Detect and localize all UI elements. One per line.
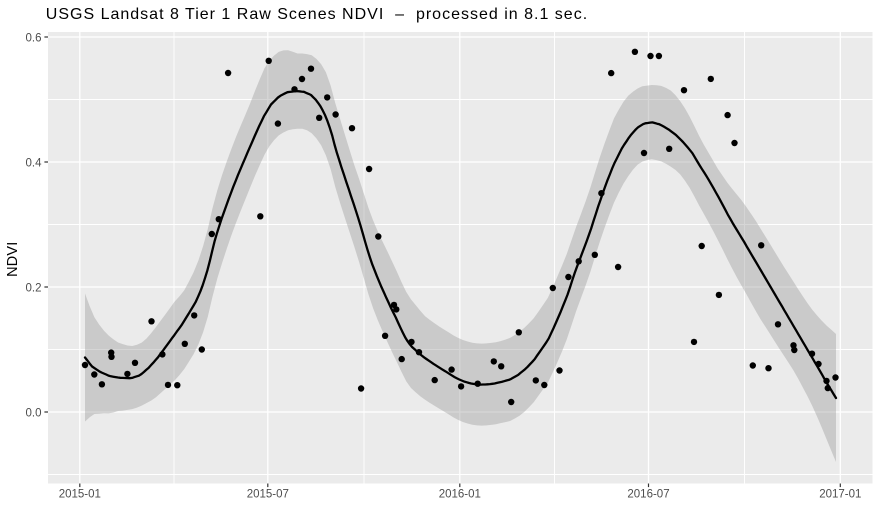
svg-text:0.6: 0.6 xyxy=(26,33,42,45)
svg-text:2017-01: 2017-01 xyxy=(819,489,861,501)
svg-text:2016-07: 2016-07 xyxy=(627,489,669,501)
svg-text:USGS Landsat 8 Tier 1 Raw Scen: USGS Landsat 8 Tier 1 Raw Scenes NDVI – … xyxy=(46,6,588,23)
svg-text:2015-07: 2015-07 xyxy=(247,489,289,501)
svg-text:0.4: 0.4 xyxy=(26,158,43,170)
svg-text:NDVI: NDVI xyxy=(5,241,21,276)
svg-text:0.0: 0.0 xyxy=(26,408,42,420)
svg-text:0.2: 0.2 xyxy=(26,283,42,295)
svg-text:2015-01: 2015-01 xyxy=(59,489,101,501)
svg-text:2016-01: 2016-01 xyxy=(439,489,481,501)
